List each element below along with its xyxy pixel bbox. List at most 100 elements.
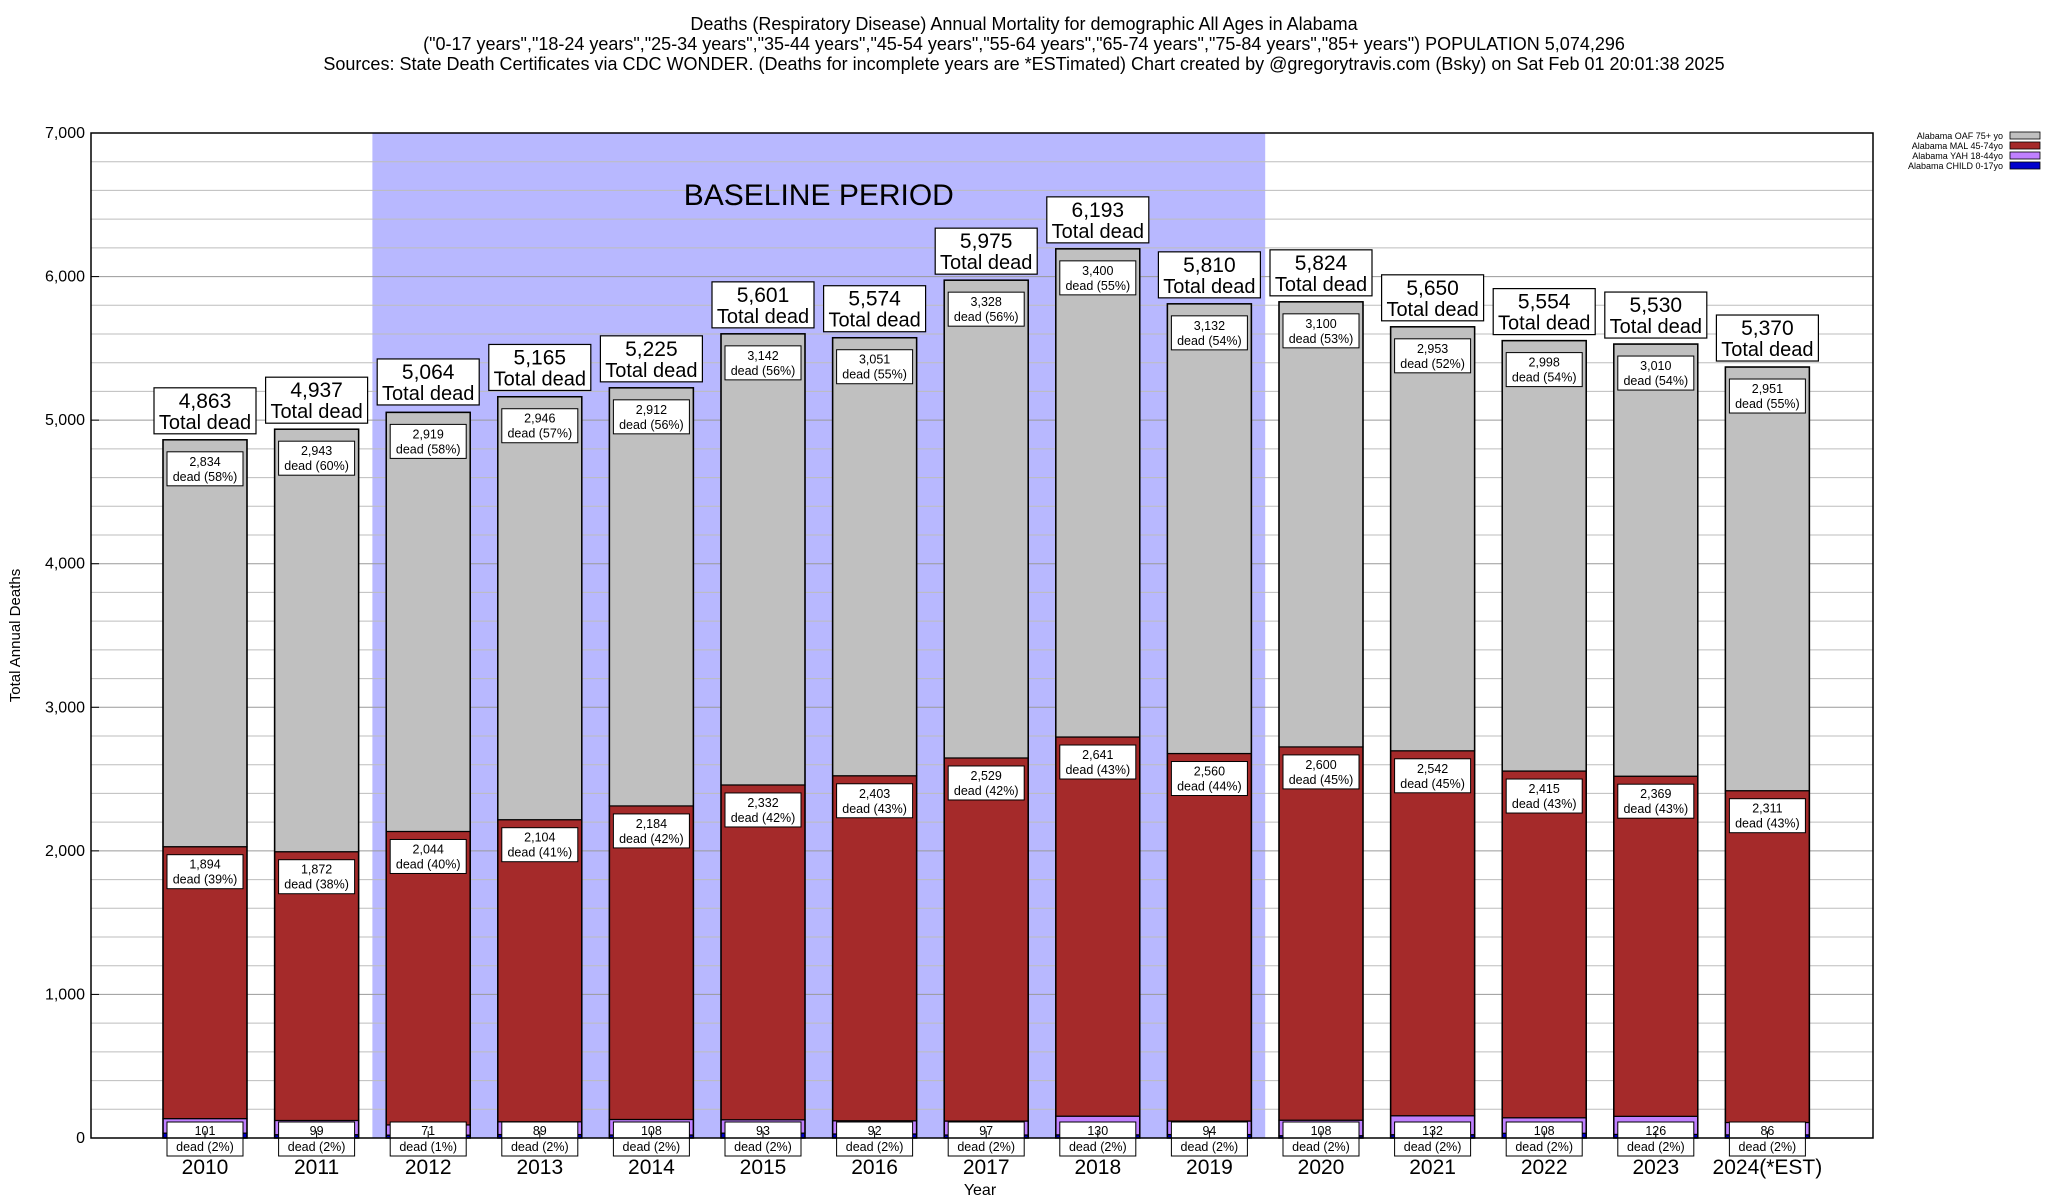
yah-label-box <box>1282 1121 1360 1157</box>
oaf-value-label: 2,951 <box>1752 382 1783 396</box>
mal-label-box <box>278 859 356 895</box>
total-label-box <box>1492 288 1596 336</box>
bar-segment-mal <box>1501 770 1587 1119</box>
mal-label-box <box>612 813 690 849</box>
total-label-box <box>1157 251 1262 299</box>
oaf-percent-label: dead (55%) <box>842 368 907 382</box>
bar-segment-oaf <box>1055 248 1141 738</box>
bar-segment-mal <box>497 819 583 1123</box>
total-label-box <box>1269 249 1373 297</box>
bar-segment-oaf <box>1613 343 1699 777</box>
mal-value-label: 1,894 <box>189 858 220 872</box>
total-label-box <box>934 227 1038 275</box>
bar-segment-oaf <box>385 411 471 833</box>
oaf-percent-label: dead (56%) <box>954 310 1019 324</box>
total-suffix-label: Total dead <box>159 412 251 434</box>
x-tick-label: 2020 <box>1298 1156 1345 1179</box>
mal-label-box <box>389 838 467 874</box>
legend-swatch <box>2009 131 2041 140</box>
mal-percent-label: dead (43%) <box>1735 817 1800 831</box>
mal-label-box <box>1728 798 1806 834</box>
mal-percent-label: dead (45%) <box>1400 777 1465 791</box>
bar-segment-oaf <box>608 387 695 807</box>
chart-subtitle: ("0-17 years","18-24 years","25-34 years… <box>423 34 1625 54</box>
total-value-label: 6,193 <box>1072 199 1125 222</box>
legend-swatch <box>2009 141 2041 150</box>
total-suffix-label: Total dead <box>1275 274 1367 296</box>
x-tick-label: 2022 <box>1521 1156 1568 1179</box>
x-tick-label: 2012 <box>405 1156 452 1179</box>
total-suffix-label: Total dead <box>717 306 809 328</box>
mal-value-label: 2,369 <box>1640 787 1671 801</box>
yah-label-box <box>612 1121 690 1157</box>
oaf-value-label: 3,051 <box>859 353 890 367</box>
mal-value-label: 2,044 <box>413 842 444 856</box>
yah-percent-label: dead (2%) <box>1515 1140 1573 1154</box>
yah-label-box <box>947 1121 1025 1157</box>
x-tick-label: 2014 <box>628 1156 675 1179</box>
mal-label-box <box>166 854 244 890</box>
mal-value-label: 2,332 <box>747 796 778 810</box>
total-value-label: 5,225 <box>625 338 678 361</box>
oaf-label-box <box>166 451 244 487</box>
mal-label-box <box>1617 783 1695 819</box>
mal-value-label: 2,542 <box>1417 762 1448 776</box>
yah-label-box <box>836 1121 914 1157</box>
bar-segment-oaf <box>1278 301 1364 748</box>
mal-percent-label: dead (43%) <box>842 802 907 816</box>
mal-percent-label: dead (44%) <box>1177 780 1242 794</box>
oaf-percent-label: dead (54%) <box>1177 334 1242 348</box>
bar-segment-oaf <box>274 428 360 853</box>
mal-value-label: 2,529 <box>971 769 1002 783</box>
mal-value-label: 1,872 <box>301 863 332 877</box>
oaf-value-label: 2,912 <box>636 403 667 417</box>
bar-segment-oaf <box>162 439 248 848</box>
yah-label-box <box>501 1121 579 1157</box>
x-tick-label: 2018 <box>1074 1156 1121 1179</box>
total-suffix-label: Total dead <box>828 310 920 332</box>
total-label-box <box>265 376 369 424</box>
total-label-box <box>1715 314 1820 362</box>
oaf-percent-label: dead (54%) <box>1623 374 1688 388</box>
total-value-label: 5,601 <box>737 284 790 307</box>
mal-label-box <box>836 783 914 819</box>
y-tick-label: 3,000 <box>45 699 85 716</box>
oaf-label-box <box>1728 378 1806 414</box>
mal-value-label: 2,403 <box>859 787 890 801</box>
oaf-label-box <box>1505 352 1583 388</box>
mal-label-box <box>501 827 579 863</box>
mal-percent-label: dead (39%) <box>173 873 238 887</box>
total-value-label: 5,574 <box>848 288 901 311</box>
oaf-percent-label: dead (54%) <box>1512 371 1577 385</box>
legend-swatch <box>2009 151 2041 160</box>
yah-label-box <box>724 1121 802 1157</box>
total-value-label: 4,863 <box>179 390 232 413</box>
mal-percent-label: dead (41%) <box>507 846 572 860</box>
bar-segment-oaf <box>831 337 918 777</box>
y-tick-label: 0 <box>76 1130 85 1147</box>
oaf-percent-label: dead (55%) <box>1735 397 1800 411</box>
oaf-value-label: 3,142 <box>747 349 778 363</box>
oaf-label-box <box>1617 355 1695 391</box>
yah-label-box <box>389 1121 467 1157</box>
oaf-percent-label: dead (58%) <box>396 442 461 456</box>
total-label-box <box>1604 291 1708 339</box>
bar-segment-mal <box>943 757 1029 1122</box>
oaf-label-box <box>836 349 914 385</box>
mal-value-label: 2,600 <box>1305 758 1336 772</box>
total-suffix-label: Total dead <box>1721 339 1813 361</box>
oaf-percent-label: dead (52%) <box>1400 357 1465 371</box>
bar-segment-oaf <box>497 396 583 821</box>
yah-label-box <box>166 1121 244 1157</box>
total-suffix-label: Total dead <box>1052 221 1144 243</box>
oaf-label-box <box>1394 338 1472 374</box>
yah-percent-label: dead (2%) <box>957 1140 1015 1154</box>
bar-segment-oaf <box>720 333 806 786</box>
oaf-label-box <box>278 440 356 476</box>
bar-segment-oaf <box>1166 303 1253 755</box>
total-label-box <box>153 387 257 435</box>
mal-label-box <box>947 765 1025 801</box>
oaf-percent-label: dead (55%) <box>1065 279 1130 293</box>
y-tick-label: 5,000 <box>45 412 85 429</box>
